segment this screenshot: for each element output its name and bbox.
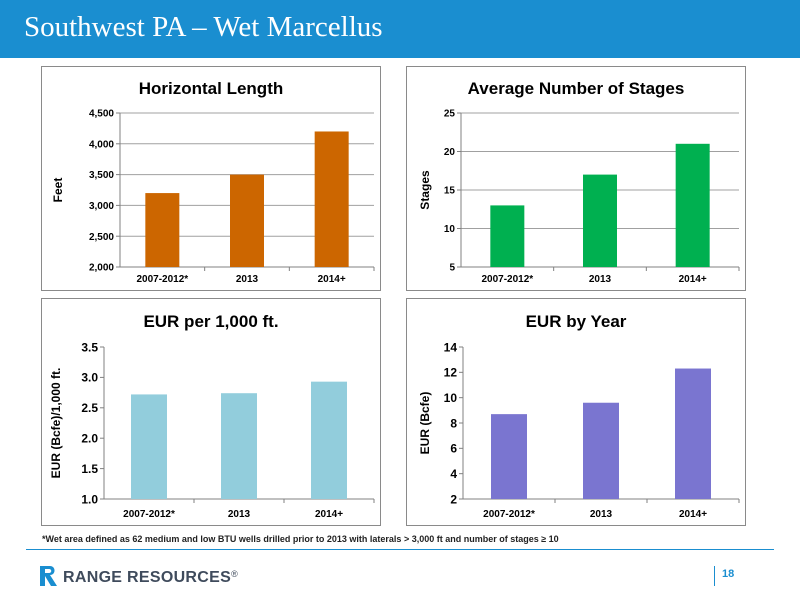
y-tick-label: 3,000 <box>89 201 114 212</box>
chart-average-stages: Average Number of Stages 5 10 15 20 25 Stages 2… <box>418 79 740 285</box>
x-tick-label: 2014+ <box>318 274 346 285</box>
logo-text: RANGE RESOURCES® <box>63 569 239 586</box>
y-tick-label: 4 <box>450 467 457 481</box>
x-tick-label: 2013 <box>236 274 259 285</box>
y-tick-label: 1.0 <box>81 492 98 506</box>
y-axis-label: Stages <box>418 170 432 210</box>
x-tick-label: 2013 <box>590 509 613 520</box>
chart-title: EUR per 1,000 ft. <box>143 312 278 331</box>
bar <box>131 394 167 499</box>
y-tick-label: 8 <box>450 416 457 430</box>
bar <box>311 381 347 499</box>
y-tick-label: 20 <box>444 147 456 158</box>
page-number-separator <box>714 566 715 586</box>
bar <box>583 402 619 499</box>
y-tick-label: 4,500 <box>89 109 114 120</box>
chart-title: EUR by Year <box>526 312 627 331</box>
x-tick-label: 2014+ <box>679 274 707 285</box>
chart-panel-eur-by-year: EUR by Year 2 4 6 8 10 12 14 EUR (Bcfe) 2007-2012… <box>406 298 746 526</box>
y-tick-label: 3,500 <box>89 170 114 181</box>
y-tick-label: 2,500 <box>89 232 114 243</box>
y-tick-label: 10 <box>444 391 458 405</box>
x-tick-label: 2013 <box>589 274 612 285</box>
y-tick-label: 12 <box>444 366 458 380</box>
y-tick-label: 2 <box>450 492 457 506</box>
y-axis-label: EUR (Bcfe)/1,000 ft. <box>49 368 63 479</box>
y-tick-label: 2.0 <box>81 432 98 446</box>
x-tick-label: 2007-2012* <box>136 274 188 285</box>
y-tick-label: 2,000 <box>89 263 114 274</box>
bar <box>490 205 525 267</box>
bar <box>675 368 711 499</box>
header-bar: Southwest PA – Wet Marcellus <box>0 0 800 58</box>
page-title: Southwest PA – Wet Marcellus <box>24 11 383 43</box>
y-tick-label: 2.5 <box>81 401 98 415</box>
chart-panel-eur-per-1000ft: EUR per 1,000 ft. 1.0 1.5 2.0 2.5 3.0 3.5 EUR (… <box>41 298 381 526</box>
x-tick-label: 2014+ <box>679 509 707 520</box>
x-tick-label: 2013 <box>228 509 251 520</box>
y-tick-label: 1.5 <box>81 462 98 476</box>
bar <box>230 174 264 267</box>
chart-horizontal-length: Horizontal Length 2,000 2,500 3,000 3,500 4,0… <box>51 79 375 285</box>
x-tick-label: 2007-2012* <box>483 509 535 520</box>
x-tick-label: 2014+ <box>315 509 343 520</box>
y-axis-label: Feet <box>51 178 65 203</box>
y-tick-label: 10 <box>444 224 456 235</box>
bar <box>145 193 180 267</box>
chart-title: Average Number of Stages <box>468 79 685 98</box>
bar <box>583 174 617 267</box>
y-tick-label: 5 <box>449 263 455 274</box>
y-tick-label: 15 <box>444 186 456 197</box>
chart-panel-horizontal-length: Horizontal Length 2,000 2,500 3,000 3,500 4,0… <box>41 66 381 291</box>
chart-eur-per-1000ft: EUR per 1,000 ft. 1.0 1.5 2.0 2.5 3.0 3.5 EUR (… <box>49 312 375 520</box>
page-number: 18 <box>722 568 735 580</box>
y-tick-label: 25 <box>444 109 456 120</box>
registered-mark: ® <box>231 569 239 579</box>
y-axis-label: EUR (Bcfe) <box>418 392 432 455</box>
range-resources-logo-icon <box>40 566 57 586</box>
y-tick-label: 14 <box>444 340 458 354</box>
footer-divider <box>26 549 774 550</box>
chart-panel-average-stages: Average Number of Stages 5 10 15 20 25 Stages 2… <box>406 66 746 291</box>
y-tick-label: 3.0 <box>81 371 98 385</box>
bar <box>314 131 349 267</box>
bar <box>221 393 257 499</box>
footnote: *Wet area defined as 62 medium and low B… <box>42 534 559 544</box>
bar <box>491 414 527 499</box>
y-tick-label: 3.5 <box>81 340 98 354</box>
chart-eur-by-year: EUR by Year 2 4 6 8 10 12 14 EUR (Bcfe) 2007-2012… <box>418 312 740 520</box>
x-tick-label: 2007-2012* <box>481 274 533 285</box>
chart-title: Horizontal Length <box>139 79 283 98</box>
y-tick-label: 4,000 <box>89 139 114 150</box>
x-tick-label: 2007-2012* <box>123 509 175 520</box>
bar <box>675 143 710 267</box>
y-tick-label: 6 <box>450 442 457 456</box>
